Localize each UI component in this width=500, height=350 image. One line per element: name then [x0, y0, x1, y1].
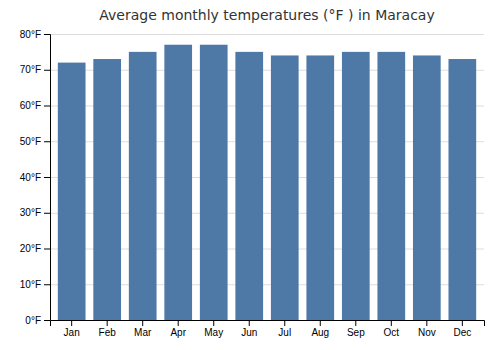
tick: 10°F — [20, 279, 50, 290]
tick: Sep — [347, 320, 365, 338]
bar — [164, 45, 192, 320]
tick: Aug — [311, 320, 329, 338]
bar — [235, 52, 263, 320]
tick-label: 80°F — [20, 29, 41, 40]
tick-label: Sep — [347, 327, 365, 338]
tick-label: Mar — [134, 327, 152, 338]
bar — [129, 52, 157, 320]
tick-mark — [44, 320, 50, 321]
tick-mark — [355, 320, 356, 326]
axis-line — [51, 321, 485, 327]
bar — [413, 55, 441, 320]
bar — [93, 59, 121, 320]
bar — [342, 52, 370, 320]
grid — [50, 35, 484, 321]
tick-label: 0°F — [25, 315, 41, 326]
tick: Dec — [453, 320, 471, 338]
tick-label: 50°F — [20, 136, 41, 147]
plot: 0°F 10°F 20°F 30°F 40°F 50°F 60°F 70°F 80°F Jan Fe… — [20, 29, 485, 338]
tick-mark — [71, 320, 72, 326]
tick-label: Jul — [278, 327, 291, 338]
tick-mark — [213, 320, 214, 326]
tick: 20°F — [20, 243, 50, 254]
bar — [58, 63, 86, 320]
tick-mark — [178, 320, 179, 326]
tick-mark — [426, 320, 427, 326]
tick: Jul — [278, 320, 291, 338]
tick-label: 30°F — [20, 207, 41, 218]
tick: Feb — [99, 320, 117, 338]
tick: Oct — [384, 320, 400, 338]
tick-mark — [142, 320, 143, 326]
bar — [271, 55, 299, 320]
grid-line — [50, 34, 484, 35]
tick-label: 40°F — [20, 172, 41, 183]
bar — [306, 55, 334, 320]
bar — [377, 52, 405, 320]
tick-mark — [44, 249, 50, 250]
tick-mark — [44, 213, 50, 214]
tick-mark — [320, 320, 321, 326]
tick: Jun — [241, 320, 257, 338]
title: Average monthly temperatures (°F ) in Ma… — [99, 7, 434, 23]
tick-label: Dec — [453, 327, 471, 338]
tick: Nov — [418, 320, 436, 338]
tick: Mar — [134, 320, 152, 338]
tick-mark — [44, 106, 50, 107]
tick-mark — [44, 141, 50, 142]
tick-mark — [44, 284, 50, 285]
tick-label: Apr — [170, 327, 186, 338]
bar — [200, 45, 228, 320]
tick-label: Jun — [241, 327, 257, 338]
tick-mark — [44, 70, 50, 71]
tick-label: Aug — [311, 327, 329, 338]
grid-tick — [50, 34, 484, 35]
tick-label: 20°F — [20, 243, 41, 254]
tick: 50°F — [20, 136, 50, 147]
x-axis: Jan Feb Mar Apr May Jun Jul Aug Sep Oct Nov Dec — [51, 320, 485, 338]
tick: Apr — [170, 320, 186, 338]
tick: Jan — [64, 320, 80, 338]
tick-label: Jan — [64, 327, 80, 338]
y-axis: 0°F 10°F 20°F 30°F 40°F 50°F 60°F 70°F 80°F — [20, 29, 51, 326]
tick: 60°F — [20, 100, 50, 111]
tick: May — [204, 320, 223, 338]
tick-mark — [284, 320, 285, 326]
tick: 30°F — [20, 207, 50, 218]
chart: 0°F 10°F 20°F 30°F 40°F 50°F 60°F 70°F 80°F Jan Fe… — [0, 0, 500, 350]
axis-line — [44, 35, 51, 321]
bar — [448, 59, 476, 320]
tick-label: May — [204, 327, 223, 338]
tick-label: 10°F — [20, 279, 41, 290]
tick-mark — [391, 320, 392, 326]
tick-label: 70°F — [20, 64, 41, 75]
tick-label: 60°F — [20, 100, 41, 111]
tick: 80°F — [20, 29, 50, 40]
tick-mark — [249, 320, 250, 326]
tick-label: Feb — [99, 327, 117, 338]
tick-label: Oct — [384, 327, 400, 338]
tick-mark — [462, 320, 463, 326]
bars — [58, 45, 476, 320]
tick-label: Nov — [418, 327, 436, 338]
tick-mark — [44, 34, 50, 35]
tick: 0°F — [25, 315, 50, 326]
tick-mark — [107, 320, 108, 326]
tick: 70°F — [20, 64, 50, 75]
tick: 40°F — [20, 172, 50, 183]
tick-mark — [44, 177, 50, 178]
